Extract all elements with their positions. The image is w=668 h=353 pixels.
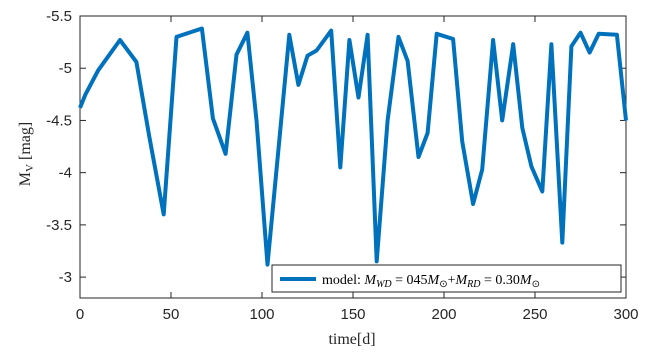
- data-point: [135, 61, 137, 63]
- data-point: [501, 119, 503, 121]
- series-line: [78, 26, 628, 267]
- x-axis-ticks: 0 50 100 150 200 250 300: [76, 16, 639, 323]
- data-point: [246, 32, 248, 34]
- x-tick-label: 150: [340, 306, 365, 323]
- x-tick-label: 50: [163, 306, 180, 323]
- data-point: [550, 43, 552, 45]
- data-point: [148, 135, 150, 137]
- data-point: [267, 264, 268, 266]
- y-tick-label: -5: [59, 60, 72, 77]
- x-tick-label: 0: [76, 306, 84, 323]
- data-point: [97, 69, 99, 71]
- legend: model: MWD = 045M⊙+MRD = 0.30M⊙: [271, 264, 622, 293]
- y-tick-label: -4.5: [46, 112, 72, 129]
- data-point: [367, 34, 369, 36]
- y-axis-label: MV [mag]: [17, 122, 36, 186]
- y-tick-label: -4: [59, 165, 72, 182]
- data-point: [625, 119, 627, 121]
- y-axis-ticks: -5.5 -5 -4.5 -4 -3.5 -3: [46, 8, 626, 286]
- data-point: [256, 119, 257, 121]
- x-tick-label: 250: [522, 306, 547, 323]
- y-tick-label: -5.5: [46, 8, 72, 25]
- data-point: [225, 153, 227, 155]
- data-point: [530, 165, 532, 167]
- data-point: [376, 260, 378, 262]
- data-point: [297, 84, 299, 86]
- data-point: [512, 43, 514, 45]
- data-point: [398, 36, 399, 38]
- data-point: [616, 34, 618, 36]
- data-point: [436, 33, 438, 35]
- data-point: [79, 107, 81, 109]
- data-point: [561, 242, 563, 244]
- data-point: [418, 156, 419, 158]
- data-point: [598, 33, 600, 35]
- data-point: [288, 34, 290, 36]
- data-point: [461, 140, 463, 142]
- y-tick-label: -3: [59, 269, 72, 286]
- data-point: [589, 52, 591, 54]
- series-layer: [78, 26, 628, 267]
- data-point: [427, 132, 429, 134]
- data-point: [279, 130, 281, 132]
- legend-entry: model: MWD = 045M⊙+MRD = 0.30M⊙: [322, 273, 540, 290]
- data-point: [481, 169, 483, 170]
- data-point: [316, 50, 318, 51]
- data-point: [472, 203, 474, 205]
- data-point: [452, 38, 454, 40]
- data-point: [212, 117, 214, 119]
- data-point: [119, 39, 121, 41]
- data-point: [358, 97, 359, 98]
- data-point: [236, 54, 237, 56]
- y-tick-label: -3.5: [46, 217, 72, 234]
- data-point: [492, 39, 494, 41]
- data-point: [570, 45, 572, 47]
- x-tick-label: 100: [249, 306, 274, 323]
- data-point: [521, 127, 523, 129]
- x-tick-label: 200: [431, 306, 456, 323]
- data-point: [176, 36, 177, 38]
- data-point: [85, 93, 86, 95]
- data-point: [541, 191, 543, 192]
- x-axis-label: time[d]: [328, 331, 375, 348]
- data-point: [163, 213, 165, 215]
- data-point: [580, 32, 581, 34]
- data-point: [307, 55, 308, 57]
- data-point: [201, 28, 203, 29]
- legend-box: [271, 264, 622, 293]
- data-point: [407, 60, 409, 62]
- data-point: [387, 119, 389, 121]
- data-point: [339, 166, 341, 168]
- data-point: [330, 30, 332, 32]
- data-point: [348, 39, 350, 41]
- x-tick-label: 300: [613, 306, 638, 323]
